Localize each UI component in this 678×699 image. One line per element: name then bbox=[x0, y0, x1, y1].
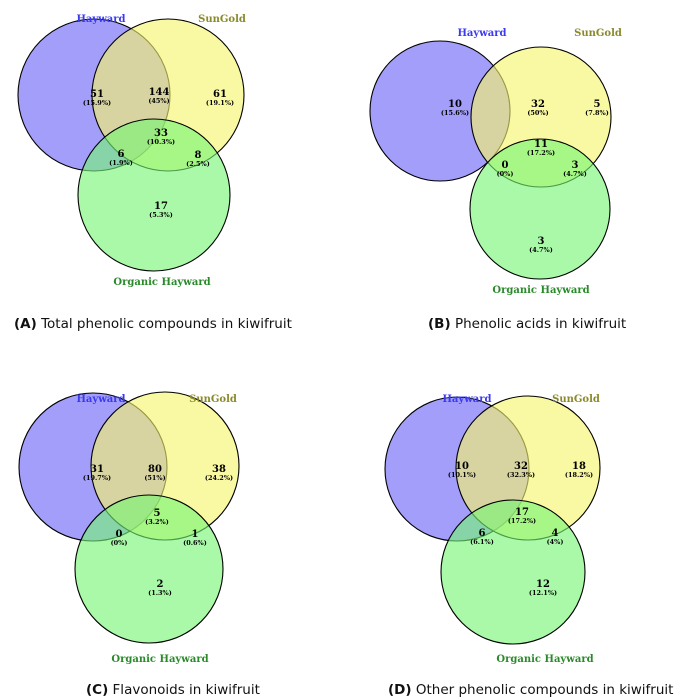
region-s-percent: (19.1%) bbox=[206, 99, 234, 107]
region-hso-percent: (10.3%) bbox=[147, 138, 175, 146]
region-o-percent: (4.7%) bbox=[529, 246, 553, 254]
organic-circle bbox=[77, 118, 231, 272]
hayward-set-label: Hayward bbox=[76, 14, 125, 25]
region-hs-percent: (32.3%) bbox=[507, 471, 535, 479]
region-s-percent: (18.2%) bbox=[565, 471, 593, 479]
region-hso-count: 5 bbox=[154, 508, 161, 519]
region-s-percent: (24.2%) bbox=[205, 474, 233, 482]
region-s-percent: (7.8%) bbox=[585, 109, 609, 117]
region-hs-count: 80 bbox=[148, 464, 162, 475]
region-ho-count: 0 bbox=[116, 529, 123, 540]
region-o-count: 17 bbox=[154, 201, 168, 212]
region-hs-count: 32 bbox=[531, 99, 545, 110]
region-hso-count: 11 bbox=[534, 139, 548, 150]
region-so-count: 8 bbox=[195, 150, 202, 161]
region-ho-percent: (6.1%) bbox=[470, 538, 494, 546]
region-o-count: 2 bbox=[157, 579, 164, 590]
organic-circle bbox=[440, 499, 586, 645]
region-o-count: 12 bbox=[536, 579, 550, 590]
caption-text: Total phenolic compounds in kiwifruit bbox=[41, 316, 292, 332]
region-hs-count: 144 bbox=[149, 87, 170, 98]
caption-text: Other phenolic compounds in kiwifruit bbox=[415, 682, 674, 698]
hayward-set-label: Hayward bbox=[76, 394, 125, 405]
region-o-percent: (12.1%) bbox=[529, 589, 557, 597]
region-hso-percent: (17.2%) bbox=[508, 517, 536, 525]
sungold-set-label: SunGold bbox=[552, 394, 600, 405]
region-h-count: 10 bbox=[448, 99, 462, 110]
caption-d: (D) Other phenolic compounds in kiwifrui… bbox=[388, 682, 673, 698]
region-hs-percent: (50%) bbox=[527, 109, 548, 117]
organic-set-label: Organic Hayward bbox=[113, 277, 210, 288]
caption-c: (C) Flavonoids in kiwifruit bbox=[86, 682, 260, 698]
region-so-percent: (4%) bbox=[547, 538, 564, 546]
sungold-set-label: SunGold bbox=[189, 394, 237, 405]
region-so-percent: (2.5%) bbox=[186, 160, 210, 168]
region-h-percent: (19.7%) bbox=[83, 474, 111, 482]
region-h-count: 10 bbox=[455, 461, 469, 472]
region-so-count: 4 bbox=[552, 528, 559, 539]
organic-circle bbox=[469, 138, 611, 280]
sungold-set-label: SunGold bbox=[198, 14, 246, 25]
region-s-count: 5 bbox=[594, 99, 601, 110]
region-ho-count: 6 bbox=[118, 149, 125, 160]
region-h-count: 31 bbox=[90, 464, 104, 475]
sungold-set-label: SunGold bbox=[574, 28, 622, 39]
region-ho-percent: (0%) bbox=[111, 539, 128, 547]
venn-panel: Hayward SunGold Organic Hayward 31(19.7%) 80… bbox=[18, 391, 240, 665]
caption-b: (B) Phenolic acids in kiwifruit bbox=[428, 316, 626, 332]
region-so-percent: (4.7%) bbox=[563, 170, 587, 178]
venn-panel: Hayward SunGold Organic Hayward 10(10.1%) 32… bbox=[384, 394, 601, 665]
caption-letter: (A) bbox=[14, 316, 37, 332]
region-hso-percent: (17.2%) bbox=[527, 149, 555, 157]
region-h-percent: (15.6%) bbox=[441, 109, 469, 117]
region-o-count: 3 bbox=[538, 236, 545, 247]
region-s-count: 61 bbox=[213, 89, 227, 100]
region-h-count: 51 bbox=[90, 89, 104, 100]
region-ho-percent: (0%) bbox=[497, 170, 514, 178]
hayward-set-label: Hayward bbox=[442, 394, 491, 405]
organic-circle bbox=[74, 494, 224, 644]
region-h-percent: (15.9%) bbox=[83, 99, 111, 107]
caption-letter: (C) bbox=[86, 682, 109, 698]
caption-letter: (B) bbox=[428, 316, 451, 332]
caption-letter: (D) bbox=[388, 682, 412, 698]
region-o-percent: (1.3%) bbox=[148, 589, 172, 597]
region-s-count: 18 bbox=[572, 461, 586, 472]
caption-text: Phenolic acids in kiwifruit bbox=[454, 316, 627, 332]
hayward-set-label: Hayward bbox=[457, 28, 506, 39]
region-o-percent: (5.3%) bbox=[149, 211, 173, 219]
caption-a: (A) Total phenolic compounds in kiwifrui… bbox=[14, 316, 292, 332]
region-so-count: 1 bbox=[192, 529, 199, 540]
region-hso-count: 17 bbox=[515, 507, 529, 518]
venn-panel: Hayward SunGold Organic Hayward 10(15.6%) 32… bbox=[369, 28, 622, 296]
region-ho-percent: (1.9%) bbox=[109, 159, 133, 167]
region-h-percent: (10.1%) bbox=[448, 471, 476, 479]
region-so-count: 3 bbox=[572, 160, 579, 171]
region-s-count: 38 bbox=[212, 464, 226, 475]
region-hs-count: 32 bbox=[514, 461, 528, 472]
region-hs-percent: (45%) bbox=[148, 97, 169, 105]
region-so-percent: (0.6%) bbox=[183, 539, 207, 547]
organic-set-label: Organic Hayward bbox=[496, 654, 593, 665]
caption-text: Flavonoids in kiwifruit bbox=[112, 682, 260, 698]
region-ho-count: 6 bbox=[479, 528, 486, 539]
organic-set-label: Organic Hayward bbox=[111, 654, 208, 665]
venn-panel: Hayward SunGold Organic Hayward 51(15.9%) 14… bbox=[17, 14, 246, 288]
region-hso-count: 33 bbox=[154, 128, 168, 139]
organic-set-label: Organic Hayward bbox=[492, 285, 589, 296]
region-ho-count: 0 bbox=[502, 160, 509, 171]
region-hs-percent: (51%) bbox=[144, 474, 165, 482]
region-hso-percent: (3.2%) bbox=[145, 518, 169, 526]
